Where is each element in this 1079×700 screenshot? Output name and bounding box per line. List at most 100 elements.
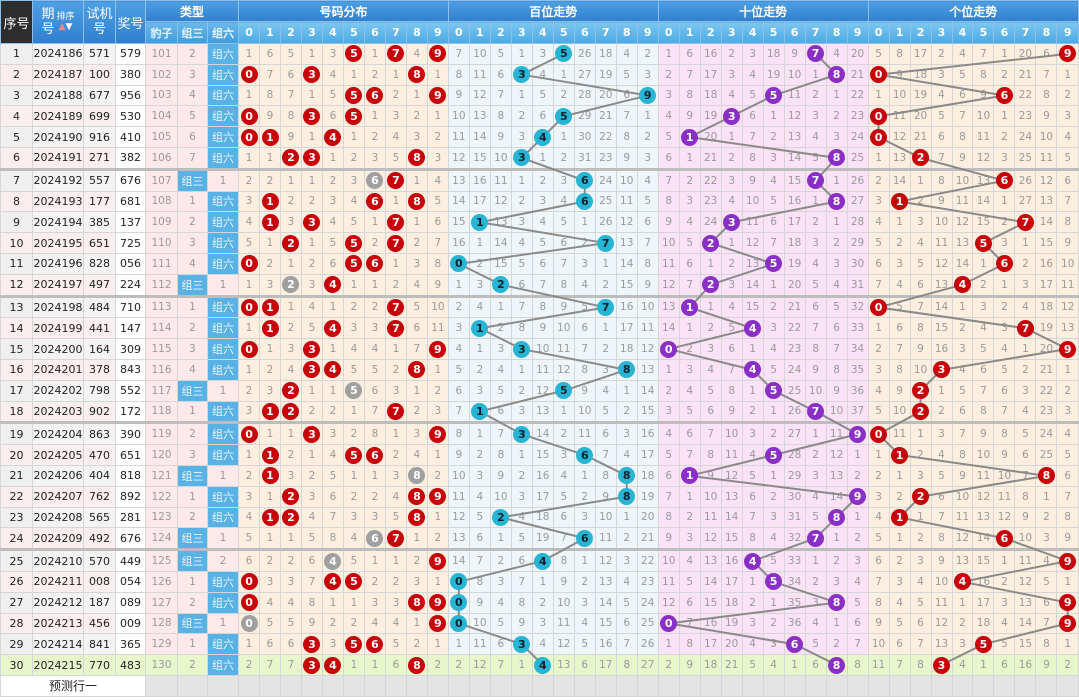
prediction-cell[interactable] — [259, 674, 281, 697]
prediction-cell[interactable] — [177, 674, 208, 697]
prediction-cell[interactable] — [825, 674, 848, 697]
prediction-cell[interactable] — [909, 674, 932, 697]
dist-cell: 5 — [342, 444, 365, 466]
units-cell: 1 — [993, 105, 1016, 128]
prediction-cell[interactable] — [405, 674, 428, 697]
row-prize-number: 410 — [115, 126, 146, 148]
dist-cell: 4 — [405, 43, 428, 65]
tens-cell: 7 — [846, 633, 869, 656]
units-cell: 4 — [1014, 400, 1037, 424]
prediction-cell[interactable] — [699, 674, 722, 697]
prediction-cell[interactable] — [145, 674, 178, 697]
prediction-cell[interactable] — [573, 674, 596, 697]
hundreds-ball: 0 — [450, 573, 468, 591]
units-cell: 2 — [888, 485, 911, 508]
prediction-cell[interactable] — [657, 674, 680, 697]
row-test-number: 798 — [83, 379, 116, 402]
units-cell: 2 — [993, 63, 1016, 86]
row-test-number: 902 — [83, 400, 116, 424]
hundreds-cell: 0 — [447, 591, 470, 614]
hundreds-cell: 1 — [531, 570, 554, 593]
prediction-cell[interactable] — [720, 674, 743, 697]
prediction-cell[interactable] — [489, 674, 512, 697]
dist-ball: 0 — [240, 340, 258, 358]
row-test-number: 177 — [83, 190, 116, 213]
prediction-cell[interactable] — [783, 674, 806, 697]
prediction-cell[interactable] — [846, 674, 869, 697]
tens-cell: 8 — [657, 506, 680, 529]
row-prize-number: 892 — [115, 485, 146, 508]
prediction-cell[interactable] — [867, 674, 890, 697]
hundreds-cell: 18 — [636, 464, 659, 487]
prediction-cell[interactable] — [206, 674, 240, 697]
row-test-number: 863 — [83, 421, 116, 446]
prediction-cell[interactable] — [678, 674, 701, 697]
dist-cell: 2 — [426, 654, 449, 676]
hundreds-cell: 19 — [594, 63, 617, 86]
units-cell: 5 — [888, 294, 911, 319]
prediction-cell[interactable] — [321, 674, 344, 697]
hundreds-cell: 6 — [531, 252, 554, 275]
prediction-cell[interactable] — [636, 674, 659, 697]
units-ball: 4 — [953, 573, 971, 591]
prediction-cell[interactable] — [594, 674, 617, 697]
prediction-cell[interactable] — [762, 674, 785, 697]
units-cell: 24 — [1035, 421, 1058, 446]
prediction-cell[interactable] — [238, 674, 261, 697]
prediction-cell[interactable] — [552, 674, 575, 697]
units-cell: 6 — [930, 126, 953, 148]
dist-ball: 6 — [366, 635, 384, 653]
units-cell: 11 — [1056, 273, 1079, 297]
prediction-cell[interactable] — [342, 674, 365, 697]
dist-cell: 1 — [280, 167, 302, 192]
tens-cell: 14 — [657, 317, 680, 340]
sort-arrows-icon[interactable]: ▲▼ — [58, 22, 73, 32]
header-hundreds: 百位走势 — [447, 0, 659, 22]
type-hit-cell: 组六 — [206, 338, 240, 360]
hundreds-cell: 22 — [636, 548, 659, 572]
units-cell: 21 — [1035, 358, 1058, 381]
dist-cell: 1 — [363, 548, 386, 572]
dist-cell: 0 — [238, 294, 261, 319]
prediction-cell[interactable] — [531, 674, 554, 697]
prediction-cell[interactable] — [804, 674, 827, 697]
prediction-cell[interactable] — [930, 674, 953, 697]
units-cell: 7 — [867, 273, 890, 297]
prediction-cell[interactable] — [363, 674, 386, 697]
prediction-cell[interactable] — [384, 674, 407, 697]
units-cell: 4 — [951, 358, 974, 381]
prediction-cell[interactable] — [615, 674, 638, 697]
dist-cell: 2 — [426, 126, 449, 148]
prediction-cell[interactable] — [280, 674, 302, 697]
prediction-cell[interactable] — [468, 674, 491, 697]
units-cell: 1 — [1056, 358, 1079, 381]
prediction-cell[interactable] — [972, 674, 995, 697]
units-cell: 8 — [1014, 485, 1037, 508]
tens-cell: 2 — [804, 84, 827, 107]
prediction-cell[interactable] — [300, 674, 323, 697]
dist-ball: 7 — [387, 234, 405, 252]
dist-cell: 7 — [405, 338, 428, 360]
tens-cell: 25 — [846, 146, 869, 170]
prediction-cell[interactable] — [993, 674, 1016, 697]
prediction-cell[interactable] — [1056, 674, 1079, 697]
prediction-cell[interactable] — [951, 674, 974, 697]
units-cell: 6 — [993, 527, 1016, 551]
prediction-cell[interactable] — [447, 674, 470, 697]
units-cell: 14 — [972, 527, 995, 551]
type-hit-cell: 组六 — [206, 421, 240, 446]
dist-ball: 9 — [429, 86, 447, 104]
prediction-cell[interactable] — [510, 674, 533, 697]
prediction-cell[interactable] — [1014, 674, 1037, 697]
dist-cell: 4 — [280, 591, 302, 614]
hundreds-cell: 4 — [615, 444, 638, 466]
hundreds-ball: 6 — [576, 192, 594, 210]
prediction-cell[interactable] — [1035, 674, 1058, 697]
prediction-cell[interactable] — [741, 674, 764, 697]
tens-cell: 9 — [846, 421, 869, 446]
prediction-cell[interactable] — [426, 674, 449, 697]
header-issue-sort[interactable]: 期号 排序 ▲▼ — [32, 0, 84, 44]
units-cell: 2 — [951, 317, 974, 340]
units-cell: 2 — [993, 570, 1016, 593]
prediction-cell[interactable] — [888, 674, 911, 697]
